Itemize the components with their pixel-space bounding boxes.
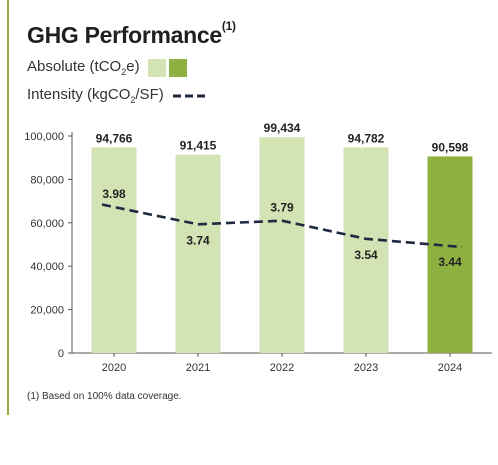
legend-swatch-dark: [168, 58, 187, 77]
x-tick-label-2020: 2020: [102, 362, 126, 374]
intensity-label-2021: 3.74: [186, 233, 210, 247]
legend-absolute: Absolute (tCO2e): [27, 58, 187, 77]
bar-2024: [427, 156, 473, 353]
chart-title: GHG Performance(1): [27, 19, 236, 49]
bar-2020: [91, 147, 137, 353]
bar-2023: [343, 147, 389, 353]
y-tick-label: 60,000: [30, 218, 64, 230]
intensity-label-2022: 3.79: [270, 201, 294, 215]
bar-value-label-2022: 99,434: [264, 121, 301, 135]
bar-value-label-2023: 94,782: [348, 131, 385, 145]
legend-absolute-label: Absolute (tCO2e): [27, 58, 140, 77]
intensity-label-2024: 3.44: [438, 255, 462, 269]
legend-intensity-label: Intensity (kgCO2/SF): [27, 86, 164, 105]
bar-2022: [259, 137, 305, 353]
x-tick-label-2022: 2022: [270, 362, 294, 374]
bar-2021: [175, 154, 221, 353]
left-accent-rule: [7, 0, 9, 415]
legend-dashed-line-sample: [172, 94, 209, 97]
x-tick-label-2024: 2024: [438, 362, 462, 374]
title-text: GHG Performance: [27, 22, 222, 48]
title-footnote-marker: (1): [221, 19, 236, 34]
x-tick-label-2023: 2023: [354, 362, 378, 374]
y-tick-label: 20,000: [30, 305, 64, 317]
legend-intensity: Intensity (kgCO2/SF): [27, 86, 210, 105]
y-tick-label: 0: [58, 348, 64, 360]
intensity-line: [101, 203, 463, 249]
legend-swatch-light: [147, 58, 166, 77]
intensity-label-2023: 3.54: [354, 248, 378, 262]
y-tick-label: 100,000: [24, 131, 64, 143]
intensity-label-2020: 3.98: [102, 187, 126, 201]
footnote: (1) Based on 100% data coverage.: [27, 391, 182, 402]
bar-value-label-2024: 90,598: [432, 140, 469, 154]
y-tick-label: 80,000: [30, 174, 64, 186]
y-tick-label: 40,000: [30, 261, 64, 273]
bar-value-label-2020: 94,766: [96, 131, 133, 145]
x-tick-label-2021: 2021: [186, 362, 210, 374]
bar-value-label-2021: 91,415: [180, 139, 217, 153]
